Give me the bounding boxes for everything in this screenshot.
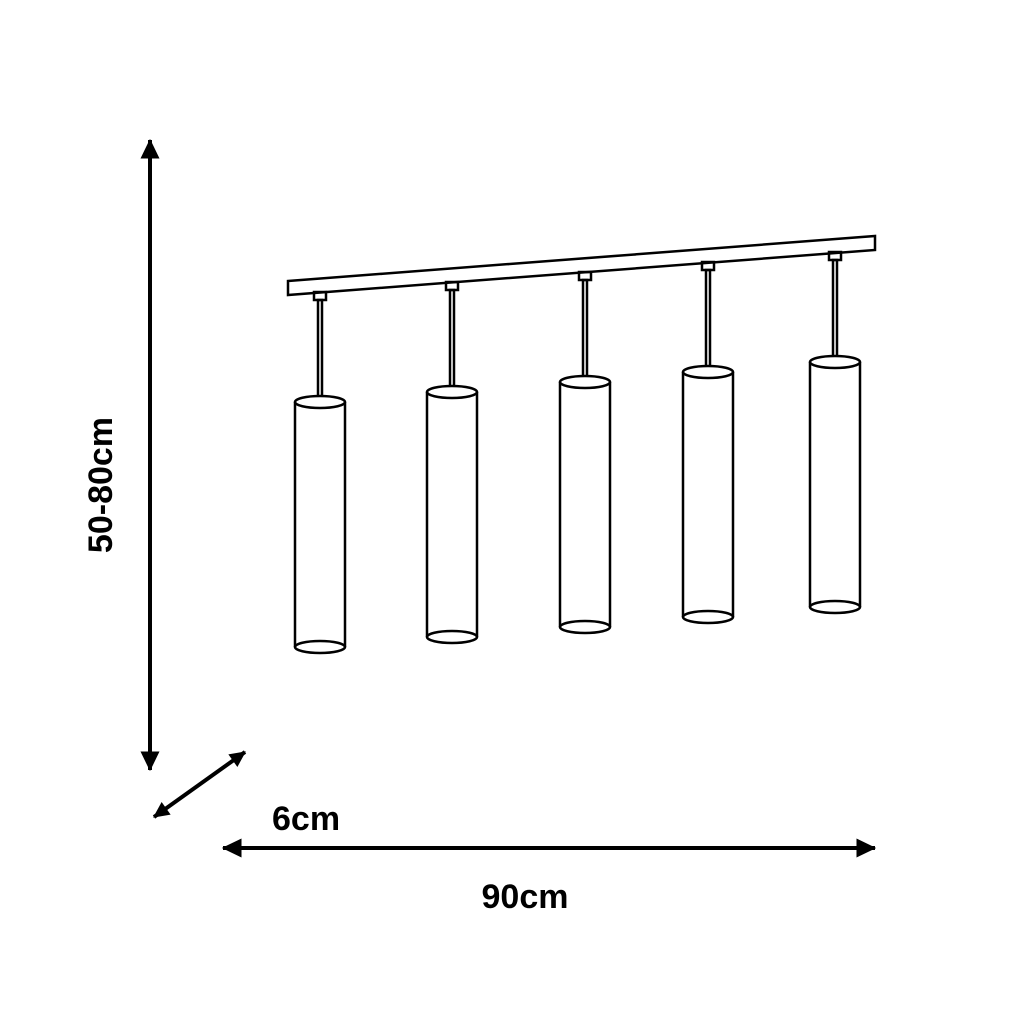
pendant-2 <box>427 282 477 643</box>
pendant-5 <box>810 252 860 613</box>
pendant-1 <box>295 292 345 653</box>
width-arrow <box>223 839 875 856</box>
mount-bar <box>288 236 875 295</box>
depth-arrow <box>154 752 245 817</box>
pendant-3 <box>560 272 610 633</box>
height-arrow <box>141 140 158 770</box>
depth-label: 6cm <box>272 800 340 838</box>
height-label: 50-80cm <box>82 417 120 553</box>
pendant-4 <box>683 262 733 623</box>
pendant-lamp-diagram: 50-80cm 90cm 6cm <box>0 0 1024 1024</box>
width-label: 90cm <box>482 878 569 916</box>
